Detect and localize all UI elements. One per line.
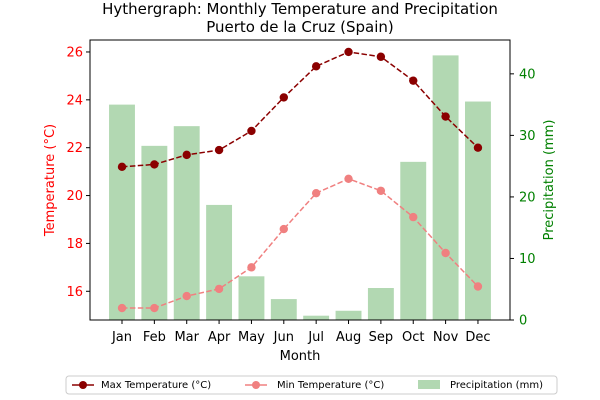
month-tick-label: Nov [433, 330, 459, 345]
precipitation-axis-label: Precipitation (mm) [542, 120, 557, 241]
min-temp-point-mar [182, 291, 191, 301]
month-tick-label: Sep [369, 330, 394, 345]
temp-tick-label: 20 [66, 189, 83, 204]
max-temp-line [121, 51, 479, 168]
min-temp-point-apr [214, 284, 224, 294]
legend-max-marker [79, 381, 87, 389]
precip-bar-apr [206, 204, 233, 320]
max-temp-point-apr [214, 145, 224, 155]
month-axis: Jan Feb Mar Apr May Jun Jul Aug Sep Oct Nov Dec [111, 320, 491, 345]
precip-bar-nov [432, 55, 459, 321]
legend-min-marker [252, 381, 260, 389]
temperature-axis-label: Temperature (°C) [43, 124, 58, 237]
max-temp-point-aug [344, 47, 353, 57]
max-temp-point-sep [376, 52, 386, 61]
min-temp-point-jun [279, 224, 288, 234]
min-temp-point-dec [473, 282, 483, 291]
temperature-lines [117, 47, 483, 313]
max-temp-point-dec [473, 143, 483, 152]
temp-tick-label: 22 [66, 141, 83, 156]
month-tick-label: Jan [111, 330, 132, 345]
min-temp-point-sep [376, 186, 386, 195]
min-temp-point-may [247, 263, 256, 272]
legend: Max Temperature (°C) Min Temperature (°C… [65, 375, 558, 395]
min-temp-line [122, 177, 479, 309]
month-tick-label: Aug [336, 330, 361, 345]
month-tick-label: Apr [208, 330, 231, 345]
max-temp-point-oct [409, 76, 418, 85]
precip-bar-aug [335, 310, 362, 320]
precip-tick-label: 20 [519, 190, 536, 205]
precip-tick-label: 30 [519, 129, 536, 144]
month-tick-label: May [238, 330, 265, 345]
max-temp-point-feb [150, 160, 159, 169]
precip-bar-oct [400, 161, 427, 320]
precip-bar-sep [367, 288, 394, 320]
legend-max-label: Max Temperature (°C) [101, 380, 211, 391]
temp-tick-label: 24 [66, 93, 83, 108]
month-tick-label: Dec [465, 330, 490, 345]
temp-tick-label: 26 [66, 45, 83, 60]
month-tick-label: Mar [174, 330, 199, 345]
precip-bar-feb [141, 145, 168, 320]
min-temp-point-jul [311, 188, 321, 198]
month-tick-label: Oct [402, 330, 424, 345]
precipitation-axis: 0 10 20 30 40 [510, 67, 536, 329]
plot-frame [89, 39, 511, 321]
temperature-axis: 16 18 20 22 24 26 [66, 45, 90, 300]
max-temp-point-mar [182, 150, 191, 160]
month-tick-label: Feb [143, 330, 166, 345]
precip-tick-label: 40 [519, 67, 536, 82]
max-temp-point-jan [117, 162, 127, 172]
month-tick-label: Jun [273, 330, 294, 345]
month-tick-label: Jul [307, 330, 324, 345]
min-temp-point-feb [150, 303, 159, 313]
min-temp-point-oct [409, 212, 418, 222]
chart-title: Hythergraph: Monthly Temperature and Pre… [102, 0, 498, 18]
precip-tick-label: 0 [519, 314, 527, 329]
precip-bar-jan [109, 104, 135, 320]
min-temp-point-aug [344, 174, 353, 184]
precipitation-bars [109, 55, 491, 321]
max-temp-point-nov [441, 112, 450, 121]
max-temp-point-may [247, 126, 256, 136]
legend-precip-label: Precipitation (mm) [450, 380, 543, 391]
precip-bar-jun [270, 299, 297, 320]
temp-tick-label: 18 [66, 237, 83, 252]
max-temp-point-jul [311, 62, 321, 71]
legend-min-label: Min Temperature (°C) [277, 380, 384, 391]
chart-subtitle: Puerto de la Cruz (Spain) [206, 18, 394, 36]
precip-bar-may [238, 276, 265, 320]
temp-tick-label: 16 [66, 285, 83, 300]
legend-precip-swatch [418, 380, 440, 389]
precip-tick-label: 10 [519, 252, 536, 267]
precip-bar-jul [303, 315, 330, 320]
max-temp-point-jun [279, 93, 288, 102]
month-axis-label: Month [280, 349, 321, 364]
min-temp-point-nov [441, 248, 450, 258]
min-temp-point-jan [117, 303, 127, 313]
